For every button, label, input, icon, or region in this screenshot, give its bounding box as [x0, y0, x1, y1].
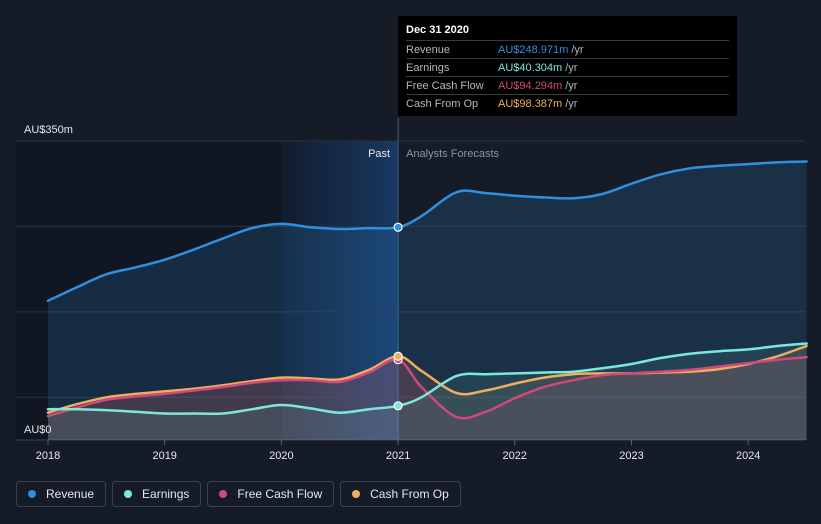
legend-item-free-cash-flow[interactable]: Free Cash Flow [207, 481, 335, 507]
legend-dot-icon [28, 490, 36, 498]
x-tick-label: 2024 [736, 450, 760, 462]
legend-label: Cash From Op [370, 487, 449, 501]
legend-dot-icon [352, 490, 361, 498]
tooltip-label: Revenue [406, 43, 451, 56]
tooltip-label: Free Cash Flow [406, 79, 484, 92]
legend-dot-icon [124, 490, 133, 498]
earnings-area [48, 343, 807, 440]
tooltip-unit: /yr [565, 61, 578, 74]
x-tick-label: 2019 [152, 450, 176, 462]
legend-item-cash-from-op[interactable]: Cash From Op [340, 481, 461, 507]
y-axis-label-min: AU$0 [24, 424, 52, 436]
x-tick-label: 2021 [386, 450, 410, 462]
earnings-marker [393, 401, 403, 411]
tooltip-date: Dec 31 2020 [406, 24, 469, 36]
x-tick-label: 2018 [36, 450, 60, 462]
chart-area: AU$350m AU$0 Past Analysts Forecasts 2018 201… [16, 118, 808, 462]
legend-label: Revenue [46, 487, 95, 501]
tooltip-value: AU$98.387m [498, 97, 563, 110]
tooltip-label: Cash From Op [406, 97, 479, 110]
tooltip-row-revenue: Revenue AU$248.971m /yr [406, 40, 729, 58]
legend-dot-icon [219, 490, 228, 498]
cash-from-op-marker [393, 351, 403, 361]
legend-item-earnings[interactable]: Earnings [112, 481, 202, 507]
past-label: Past [368, 148, 390, 160]
tooltip-value: AU$94.294m [498, 79, 563, 92]
tooltip-unit: /yr [565, 79, 578, 92]
earnings-line [46, 342, 808, 416]
legend: Revenue Earnings Free Cash Flow Cash Fro… [16, 481, 461, 507]
tooltip-row-cash-from-op: Cash From Op AU$98.387m /yr [406, 94, 729, 112]
tooltip-row-free-cash-flow: Free Cash Flow AU$94.294m /yr [406, 76, 729, 94]
tooltip: Dec 31 2020 Revenue AU$248.971m /yr Earn… [398, 16, 737, 116]
x-tick-label: 2020 [269, 450, 293, 462]
tooltip-row-earnings: Earnings AU$40.304m /yr [406, 58, 729, 76]
tooltip-unit: /yr [571, 43, 584, 56]
cash-from-op-line [46, 344, 808, 414]
y-axis-label-max: AU$350m [24, 124, 73, 136]
revenue-area [48, 161, 807, 440]
free-cash-flow-area [48, 357, 807, 440]
legend-item-revenue[interactable]: Revenue [16, 481, 107, 507]
tooltip-value: AU$248.971m [498, 43, 569, 56]
free-cash-flow-line [46, 355, 808, 420]
forecast-label: Analysts Forecasts [406, 148, 499, 160]
legend-label: Free Cash Flow [237, 487, 323, 501]
x-tick-label: 2022 [503, 450, 527, 462]
tooltip-value: AU$40.304m [498, 61, 563, 74]
revenue-marker [393, 222, 403, 232]
revenue-line [46, 160, 808, 303]
tooltip-unit: /yr [565, 97, 578, 110]
past-highlight-region [281, 141, 399, 440]
legend-label: Earnings [142, 487, 190, 501]
tooltip-label: Earnings [406, 61, 450, 74]
x-tick-label: 2023 [619, 450, 643, 462]
